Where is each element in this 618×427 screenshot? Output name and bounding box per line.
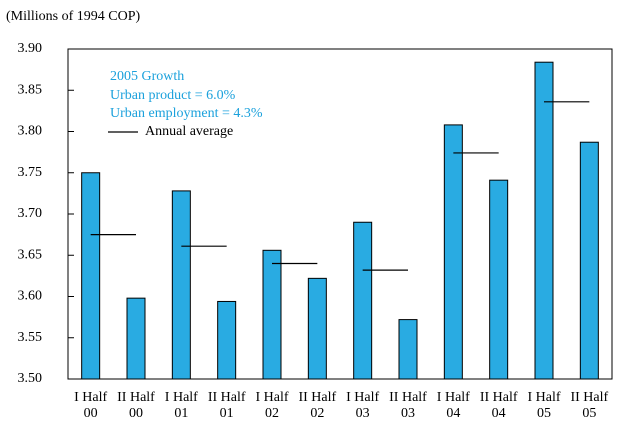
bar [443,124,463,380]
x-tick-label-line: I Half [165,390,198,405]
x-tick-label-line: II Half [389,390,427,405]
x-tick-label-line: 03 [356,406,370,421]
y-tick-label: 3.50 [18,371,43,386]
x-tick-label-line: 02 [265,406,279,421]
x-tick-label-line: 00 [84,406,98,421]
legend-label: Annual average [145,124,233,139]
y-tick-label: 3.85 [18,82,43,97]
bar [489,179,509,380]
bar [398,319,418,380]
x-tick-label-line: 04 [492,406,506,421]
x-tick-label-line: 01 [174,406,188,421]
x-tick-label: I Half 00 [74,390,107,421]
x-tick-label-line: 04 [446,406,460,421]
x-tick-label-line: 01 [220,406,234,421]
x-tick-label: I Half 01 [165,390,198,421]
x-tick-label-line: I Half [74,390,107,405]
bar [307,277,327,380]
x-tick-label-line: I Half [527,390,560,405]
x-tick-label-line: I Half [255,390,288,405]
annotation: Urban employment = 4.3% [110,106,263,121]
x-tick-label: I Half 02 [255,390,288,421]
bar [262,249,282,380]
bar [579,141,599,380]
x-tick-label-line: 00 [129,406,143,421]
x-tick-label: II Half 04 [480,390,518,421]
x-tick-label: I Half 03 [346,390,379,421]
x-tick-label-line: 02 [310,406,324,421]
bar [81,172,101,380]
bar [534,61,554,380]
x-tick-label: II Half 01 [208,390,246,421]
x-tick-label-line: 05 [537,406,551,421]
y-tick-label: 3.75 [18,165,43,180]
y-tick-label: 3.55 [18,330,43,345]
x-tick-label-line: II Half [117,390,155,405]
y-tick-label: 3.60 [18,289,43,304]
x-tick-label-line: I Half [437,390,470,405]
annotation: Urban product = 6.0% [110,88,236,103]
x-tick-label-line: I Half [346,390,379,405]
x-tick-label: II Half 02 [298,390,336,421]
y-axis-label: (Millions of 1994 COP) [6,9,141,24]
bar [353,221,373,380]
x-tick-label: II Half 03 [389,390,427,421]
y-tick-label: 3.90 [18,41,43,56]
x-tick-label: I Half 04 [437,390,470,421]
annotation: 2005 Growth [110,69,184,84]
bar [217,300,237,380]
x-tick-label-line: II Half [208,390,246,405]
y-tick-label: 3.70 [18,206,43,221]
x-tick-label-line: II Half [298,390,336,405]
y-tick-label: 3.80 [18,124,43,139]
x-tick-label-line: 05 [582,406,596,421]
x-tick-label: I Half 05 [527,390,560,421]
bar [171,190,191,380]
x-tick-label: II Half 05 [570,390,608,421]
bar [126,297,146,380]
y-tick-label: 3.65 [18,247,43,262]
x-tick-label-line: 03 [401,406,415,421]
x-tick-label: II Half 00 [117,390,155,421]
x-tick-label-line: II Half [480,390,518,405]
x-tick-label-line: II Half [570,390,608,405]
